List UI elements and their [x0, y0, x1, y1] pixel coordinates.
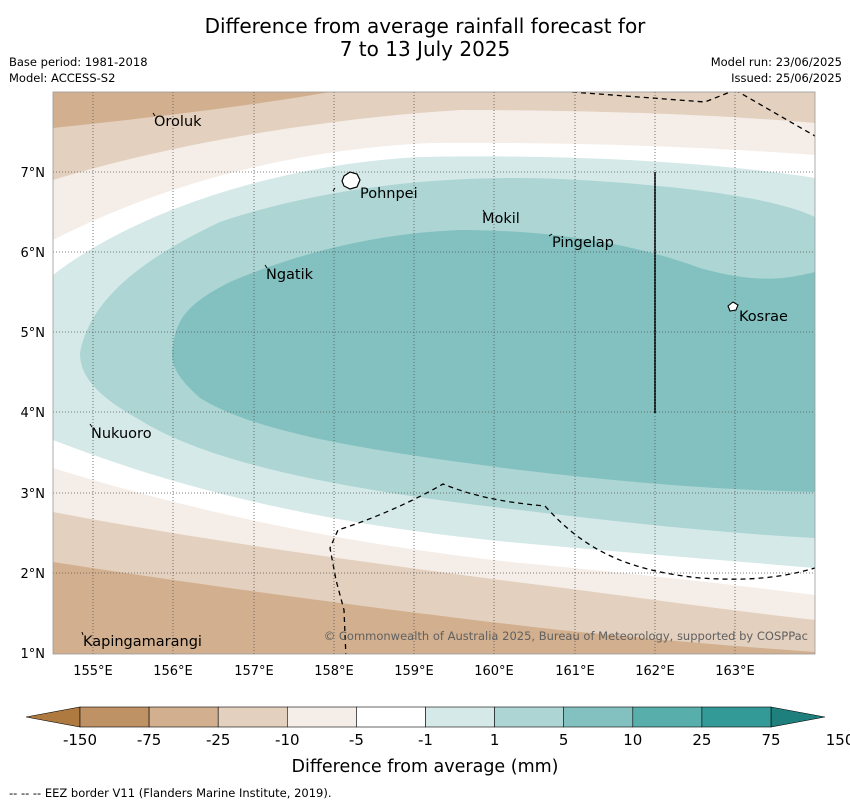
lat-tick: 6°N [21, 246, 46, 261]
lon-tick: 162°E [635, 664, 675, 679]
place-label-mokil: Mokil [482, 211, 520, 227]
colorbar-swatch [356, 706, 426, 728]
lat-tick: 3°N [21, 487, 46, 502]
atoll-marks [81, 112, 553, 636]
lon-tick: 161°E [555, 664, 595, 679]
issued-date: Issued: 25/06/2025 [731, 71, 842, 85]
colorbar-swatch [701, 706, 772, 728]
model-name: Model: ACCESS-S2 [9, 71, 116, 85]
colorbar-labels: -150 -75 -25 -10 -5 -1 1 5 10 25 75 150 [63, 731, 850, 749]
kosrae-island [727, 301, 739, 312]
colorbar-swatch [148, 706, 219, 728]
lat-tick: 5°N [21, 326, 46, 341]
lat-tick-labels: 7°N 6°N 5°N 4°N 3°N 2°N 1°N [21, 166, 46, 662]
eez-borders [329, 92, 815, 654]
place-label-kapingamarangi: Kapingamarangi [83, 634, 202, 650]
lon-tick: 163°E [715, 664, 755, 679]
colorbar-swatch [425, 706, 495, 728]
colorbar-label: -5 [349, 731, 364, 749]
place-label-nukuoro: Nukuoro [91, 426, 152, 442]
place-label-kosrae: Kosrae [739, 309, 788, 325]
lon-tick: 158°E [314, 664, 354, 679]
lon-tick: 157°E [234, 664, 274, 679]
lat-tick: 2°N [21, 567, 46, 582]
colorbar-swatch [79, 706, 150, 728]
title-line-1: Difference from average rainfall forecas… [204, 14, 646, 38]
contour-band-minus25-south [53, 562, 815, 654]
colorbar-label: 1 [490, 731, 500, 749]
eez-border-north [571, 92, 815, 137]
lat-tick: 7°N [21, 166, 46, 181]
meta-right: Model run: 23/06/2025 Issued: 25/06/2025 [711, 54, 842, 86]
model-run: Model run: 23/06/2025 [710, 55, 842, 69]
footer-note: -- -- -- EEZ border V11 (Flanders Marine… [9, 786, 332, 800]
copyright-notice: © Commonwealth of Australia 2025, Bureau… [324, 629, 808, 643]
title-line-2: 7 to 13 July 2025 [339, 37, 511, 61]
lon-tick: 159°E [394, 664, 434, 679]
lat-tick: 1°N [21, 647, 46, 662]
colorbar-title: Difference from average (mm) [291, 757, 558, 777]
gridlines [53, 92, 815, 654]
colorbar-arrow-high [770, 706, 826, 728]
colorbar-arrow-low [25, 706, 81, 728]
colorbar-label: -150 [63, 731, 97, 749]
lon-tick: 160°E [474, 664, 514, 679]
place-label-pohnpei: Pohnpei [360, 186, 418, 202]
colorbar-label: 75 [761, 731, 780, 749]
map-frame [52, 91, 816, 655]
map-area: Oroluk Pohnpei Mokil Pingelap Ngatik Kos… [53, 92, 815, 654]
contour-band-minus25-north [53, 92, 330, 128]
colorbar-label: 10 [623, 731, 642, 749]
place-label-pingelap: Pingelap [552, 235, 614, 251]
lat-tick: 4°N [21, 406, 46, 421]
colorbar-swatch [632, 706, 703, 728]
colorbar-swatches [79, 706, 772, 728]
base-period: Base period: 1981-2018 [9, 55, 148, 69]
colorbar-label: 25 [692, 731, 711, 749]
lon-tick: 155°E [73, 664, 113, 679]
eez-border-south [329, 483, 815, 654]
colorbar-label: -1 [418, 731, 433, 749]
colorbar-label: -75 [137, 731, 162, 749]
lon-tick-labels: 155°E 156°E 157°E 158°E 159°E 160°E 161°… [73, 664, 755, 679]
ant-atoll [332, 187, 336, 192]
colorbar-label: -10 [275, 731, 300, 749]
colorbar-swatch [217, 706, 288, 728]
colorbar-label: 150 [826, 731, 850, 749]
colorbar-label: 5 [559, 731, 569, 749]
place-label-ngatik: Ngatik [266, 267, 314, 283]
colorbar-swatch [563, 706, 634, 728]
place-label-oroluk: Oroluk [154, 114, 202, 130]
lon-tick: 156°E [153, 664, 193, 679]
colorbar-label: -25 [206, 731, 231, 749]
colorbar-swatch [286, 706, 357, 728]
meta-left: Base period: 1981-2018 Model: ACCESS-S2 [9, 54, 148, 86]
colorbar: -150 -75 -25 -10 -5 -1 1 5 10 25 75 150 Difference … [25, 706, 850, 777]
colorbar-swatch [494, 706, 565, 728]
pohnpei-island [341, 171, 361, 190]
